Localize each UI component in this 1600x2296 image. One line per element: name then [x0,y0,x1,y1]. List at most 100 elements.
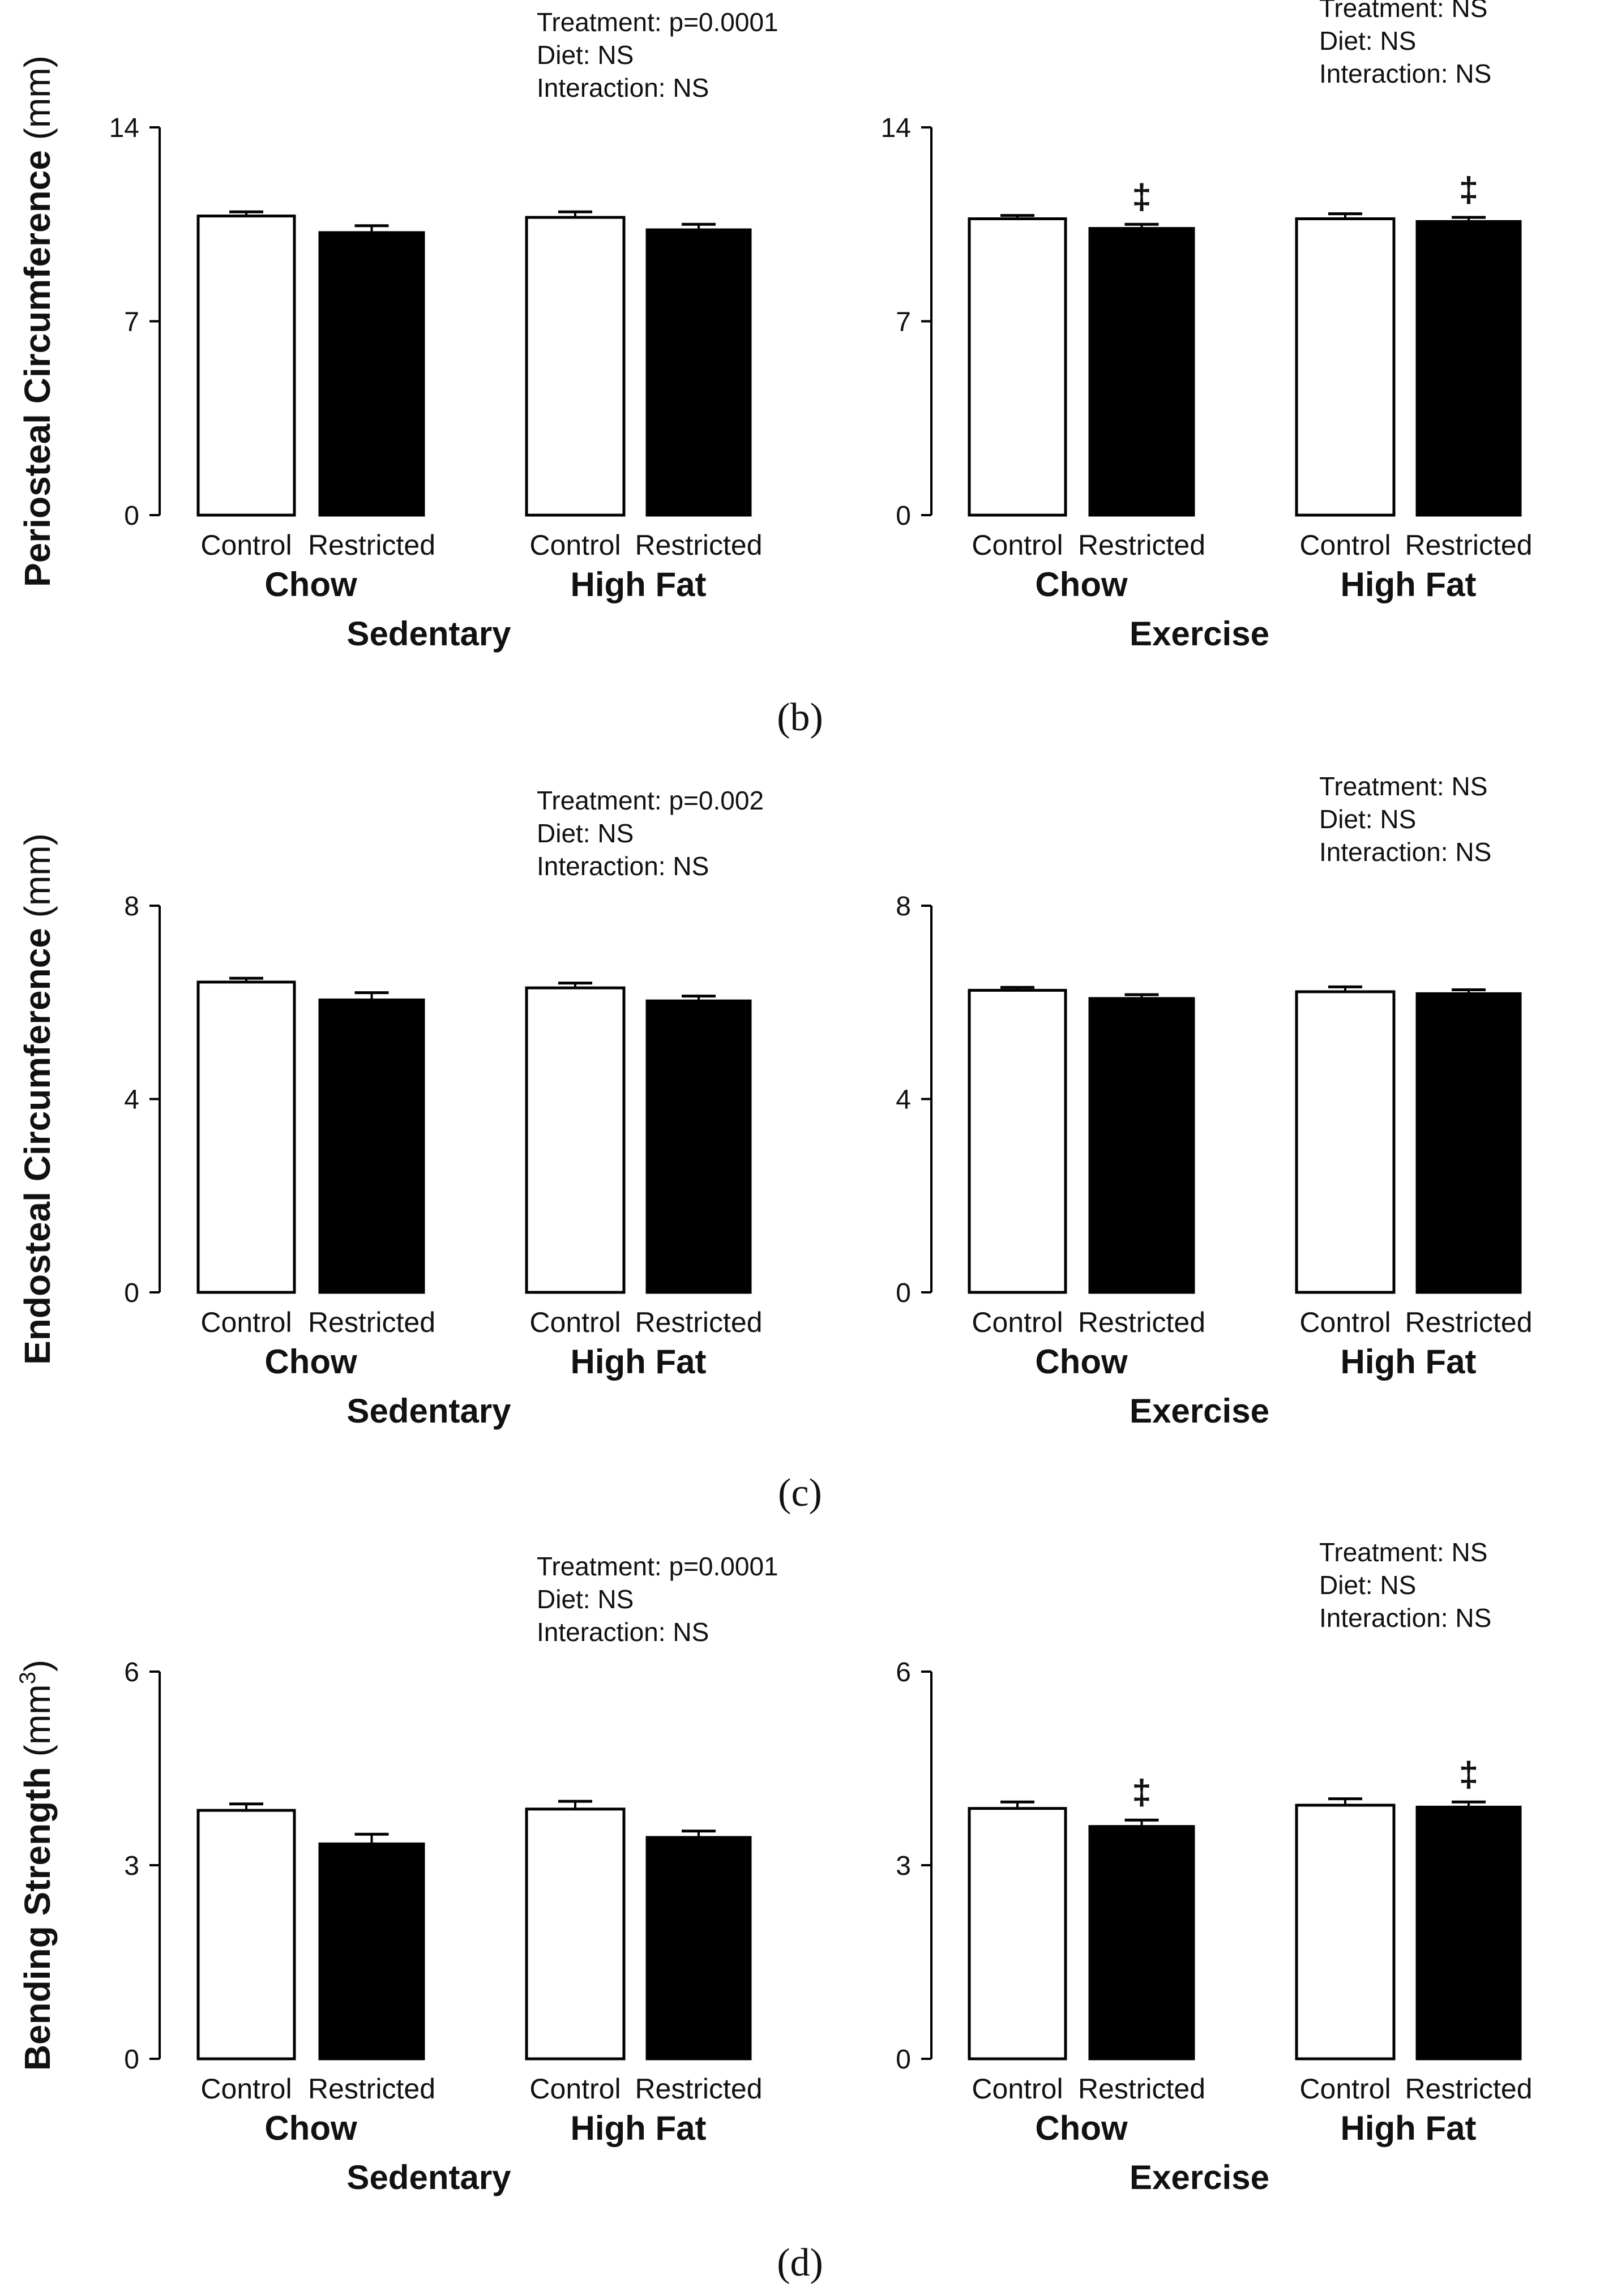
chart-panel-b-sedentary: 0 7 14 Control Restricted Control Restricted Ch… [17,7,778,653]
bar-restricted-chow [318,998,425,1294]
y-tick-label: 0 [896,1278,911,1308]
bar-control-chow [968,1807,1067,2061]
y-axis-label: Periosteal Circumference (mm) [17,55,58,587]
bar-restricted-high-fat [1415,220,1522,517]
x-group-label: Chow [264,2109,357,2147]
bar-control-high-fat [1295,1804,1396,2061]
y-tick-label: 14 [881,113,911,143]
stats-annotation-line: Treatment: p=0.002 [537,786,764,815]
y-tick-label: 14 [109,113,139,143]
stats-annotation-line: Diet: NS [537,819,634,848]
stats-annotation-line: Diet: NS [537,40,634,70]
y-tick-label: 4 [896,1085,911,1115]
stats-annotation-line: Interaction: NS [537,73,709,102]
bar-control-chow [968,988,1067,1294]
significance-marker: ‡ [1459,170,1478,209]
chart-panel-d-exercise: 0 3 6 Control ‡ Restricted Control ‡ Restricted C… [896,1537,1532,2196]
y-tick-label: 0 [124,2045,139,2075]
stats-annotation-line: Interaction: NS [1319,1603,1491,1633]
significance-marker: ‡ [1459,1755,1478,1794]
y-axis-label-unit: (mm) [17,55,58,150]
y-axis-label: Bending Strength (mm3) [15,1660,58,2071]
x-category-label: Control [1299,529,1391,561]
bar-restricted-high-fat [645,228,752,517]
x-group-label: High Fat [571,2109,707,2147]
x-group-label: Chow [264,566,357,603]
y-tick-label: 0 [896,2045,911,2075]
y-tick-label: 6 [896,1657,911,1687]
x-group-label: High Fat [1341,2109,1477,2147]
x-category-label: Restricted [1078,529,1205,561]
x-category-label: Restricted [635,1307,762,1338]
chart-panel-b-exercise: 0 7 14 Control ‡ Restricted Control ‡ Restricted… [881,0,1533,653]
x-category-label: Control [972,1307,1063,1338]
chart-panel-c-sedentary: 0 4 8 Control Restricted Control Restricted Cho… [17,786,764,1430]
x-category-label: Control [529,2073,621,2105]
x-category-label: Control [200,1307,292,1338]
x-group-label: High Fat [571,566,707,603]
y-tick-label: 0 [124,501,139,531]
x-category-label: Restricted [1405,1307,1532,1338]
y-axis-label-close: ) [17,1660,58,1672]
x-category-label: Restricted [635,529,762,561]
bar-control-high-fat [525,986,626,1294]
x-category-label: Control [529,529,621,561]
stats-annotation-line: Interaction: NS [1319,59,1491,88]
x-axis-title: Sedentary [346,1392,511,1430]
stats-annotation-line: Interaction: NS [537,1617,709,1647]
x-group-label: Chow [264,1343,357,1381]
y-axis-label-main: Periosteal Circumference [17,150,58,587]
bar-control-high-fat [525,216,626,517]
x-group-label: Chow [1035,1343,1128,1381]
y-tick-label: 6 [124,1657,139,1687]
y-tick-label: 8 [124,892,139,922]
y-tick-label: 3 [124,1851,139,1881]
stats-annotation-line: Treatment: NS [1319,1537,1487,1567]
x-category-label: Restricted [635,2073,762,2105]
y-axis-label: Endosteal Circumference (mm) [17,833,58,1365]
bar-control-chow [968,217,1067,517]
stats-annotation-line: Interaction: NS [537,851,709,881]
x-category-label: Restricted [308,2073,435,2105]
x-category-label: Restricted [1078,1307,1205,1338]
x-category-label: Control [972,529,1063,561]
stats-annotation-line: Treatment: NS [1319,772,1487,801]
x-group-label: High Fat [1341,1343,1477,1381]
bar-restricted-high-fat [645,999,752,1294]
bar-restricted-chow [318,1842,425,2061]
chart-panel-d-sedentary: 0 3 6 Control Restricted Control Restricted Cho… [15,1552,778,2196]
significance-marker: ‡ [1132,177,1151,216]
stats-annotation-line: Treatment: NS [1319,0,1487,23]
stats-annotation-line: Diet: NS [537,1584,634,1614]
x-category-label: Restricted [1405,2073,1532,2105]
significance-marker: ‡ [1132,1773,1151,1812]
bar-control-chow [196,1809,296,2061]
y-tick-label: 3 [896,1851,911,1881]
bar-control-chow [196,980,296,1294]
stats-annotation-line: Diet: NS [1319,26,1416,55]
y-tick-label: 8 [896,892,911,922]
subfigure-label: (b) [777,696,823,739]
x-category-label: Restricted [308,529,435,561]
bar-control-chow [196,215,296,517]
x-group-label: Chow [1035,2109,1128,2147]
x-axis-title: Exercise [1130,615,1269,653]
subfigure-label: (d) [777,2241,823,2285]
bar-restricted-chow [1088,227,1195,517]
bar-restricted-high-fat [645,1836,752,2061]
y-axis-label-main: Endosteal Circumference [17,928,58,1365]
y-tick-label: 0 [124,1278,139,1308]
y-tick-label: 7 [124,307,139,337]
bar-restricted-chow [318,231,425,517]
x-category-label: Control [1299,1307,1391,1338]
x-category-label: Control [200,529,292,561]
y-axis-label-unit: (mm) [17,833,58,928]
x-category-label: Restricted [1405,529,1532,561]
x-axis-title: Exercise [1130,2158,1269,2196]
stats-annotation-line: Treatment: p=0.0001 [537,7,778,37]
x-axis-title: Exercise [1130,1392,1269,1430]
stats-annotation-line: Diet: NS [1319,1570,1416,1600]
x-group-label: Chow [1035,566,1128,603]
bar-control-high-fat [525,1807,626,2061]
